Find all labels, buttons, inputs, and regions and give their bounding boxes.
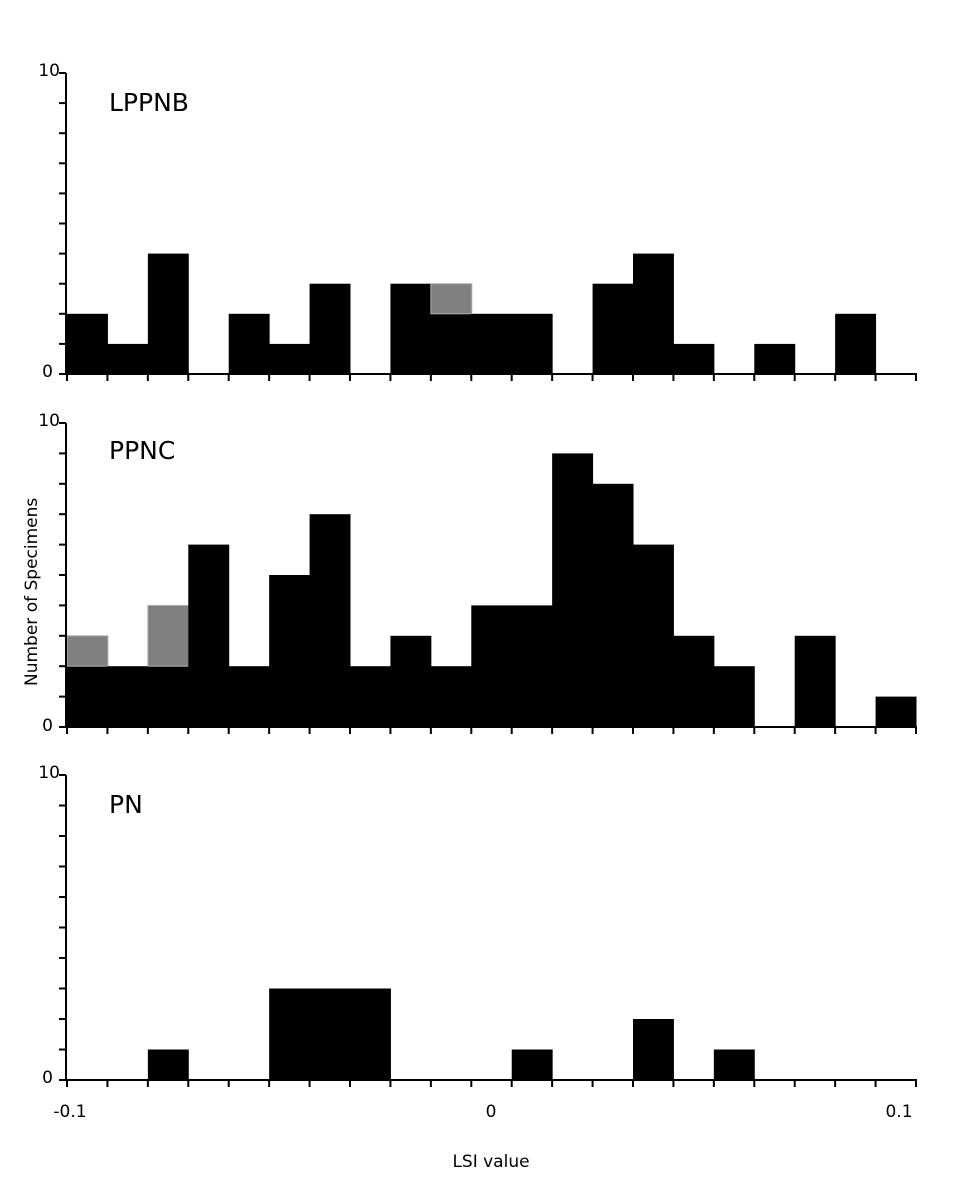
y-axis-label: Number of Specimens [22,497,42,686]
bar-pn-black [309,988,351,1080]
bar-ppnc-gray [66,635,109,667]
bar-pn-black [269,988,311,1080]
xtick-label-pos: 0.1 [885,1102,913,1122]
panel-title-lppnb: LPPNB [109,88,189,117]
bar-pn-black [633,1019,674,1080]
bar-ppnc-black [147,666,189,727]
bar-ppnc-black [633,544,674,727]
bar-lppnb-black [67,313,108,374]
bar-lppnb-black [147,253,189,374]
bar-ppnc-black [511,605,553,727]
bar-ppnc-black [309,514,351,727]
ytick-label-pn-zero: 0 [42,1068,53,1088]
bar-lppnb-black [633,253,674,374]
bar-lppnb-gray [430,283,473,315]
ytick-label-lppnb-max: 10 [38,61,60,81]
bar-ppnc-black [471,605,513,727]
bar-lppnb-black [592,283,634,374]
bar-ppnc-black [713,666,755,727]
bar-ppnc-black [350,666,391,727]
panel-title-pn: PN [109,790,143,819]
ytick-label-pn-max: 10 [38,763,60,783]
ytick-label-ppnc-zero: 0 [42,716,53,736]
bar-lppnb-black [390,283,432,374]
bar-lppnb-black [269,343,311,374]
bar-ppnc-black [269,575,311,727]
bar-pn-black [713,1049,755,1080]
bar-lppnb-black [228,313,270,374]
bar-lppnb-black [107,343,149,374]
bar-ppnc-black [875,696,917,727]
bar-ppnc-black [390,635,432,727]
bar-lppnb-black [430,313,472,374]
bar-pn-black [147,1049,189,1080]
xtick-label-zero: 0 [485,1102,497,1122]
bar-ppnc-black [430,666,472,727]
xtick-label-neg: -0.1 [53,1102,87,1122]
bar-ppnc-black [592,483,634,727]
bar-lppnb-black [471,313,513,374]
bar-lppnb-black [673,343,715,374]
bar-ppnc-black [107,666,149,727]
bar-pn-black [511,1049,553,1080]
bar-ppnc-gray [147,604,190,667]
bar-lppnb-black [309,283,351,374]
bar-ppnc-black [552,453,594,727]
x-axis-label: LSI value [452,1152,530,1172]
bar-ppnc-black [67,666,108,727]
bar-lppnb-black [835,313,877,374]
ytick-label-lppnb-zero: 0 [42,362,53,382]
bar-ppnc-black [188,544,230,727]
bar-pn-black [350,988,391,1080]
ytick-label-ppnc-max: 10 [38,411,60,431]
bar-lppnb-black [754,343,796,374]
bar-ppnc-black [228,666,270,727]
bar-ppnc-black [673,635,715,727]
bar-ppnc-black [794,635,836,727]
bar-lppnb-black [511,313,553,374]
panel-title-ppnc: PPNC [109,436,176,465]
